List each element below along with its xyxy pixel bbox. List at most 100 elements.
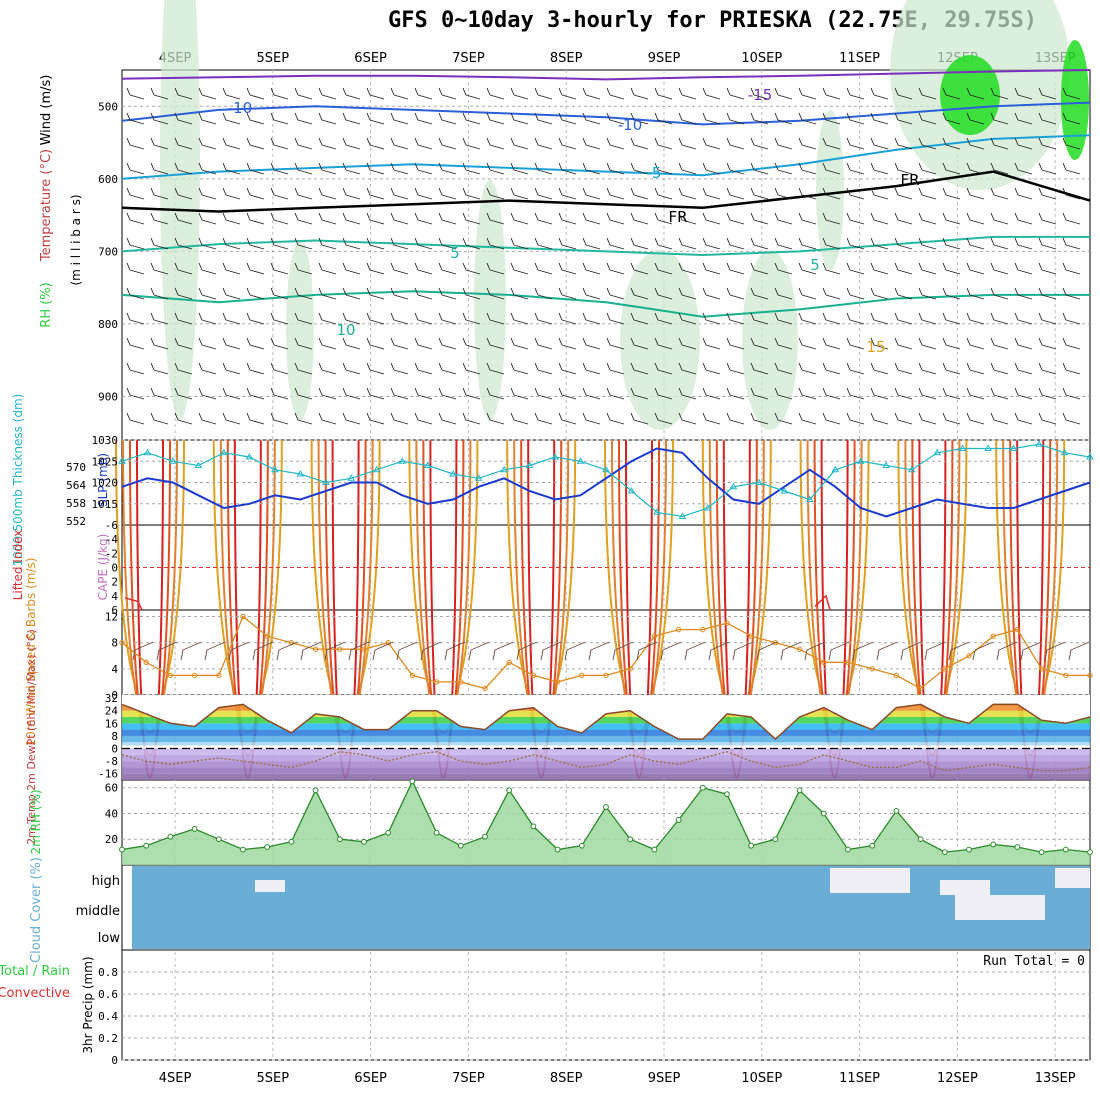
wind-barb (822, 237, 841, 250)
wind-barb (126, 137, 145, 150)
wind10-point (651, 633, 658, 639)
wind-barb (390, 162, 409, 175)
wind-barb (390, 312, 409, 325)
slp-ytick-label: 1025 (92, 455, 119, 468)
temp-color-band (122, 773, 1090, 780)
temp-color-band (122, 748, 1090, 755)
wind-barb (678, 112, 697, 125)
wind10-point (1014, 626, 1021, 633)
wind-barb (462, 87, 481, 100)
wind-barb (750, 287, 769, 300)
wind-barb (654, 262, 673, 275)
wind-barb (1014, 212, 1033, 225)
wind-barb (822, 262, 841, 275)
wind-barb (318, 262, 337, 275)
wind-barb (126, 162, 145, 175)
precip-ytick-label: 0.2 (98, 1032, 118, 1045)
wind-barb (318, 312, 337, 325)
wind-barb (246, 87, 265, 100)
wind-barb (126, 287, 145, 300)
slp-ytick-label: 1030 (92, 434, 119, 447)
wind-barb (414, 387, 433, 400)
wind-barb (702, 137, 721, 150)
wind-barb (342, 387, 361, 400)
wind-barb (894, 387, 913, 400)
wind-barb (198, 187, 217, 200)
wind-barb (246, 337, 265, 350)
wind10-point (337, 646, 343, 652)
rh-point (675, 817, 682, 823)
wind-barb (966, 137, 985, 150)
wind-barb (606, 362, 625, 375)
wind-barb (990, 387, 1009, 400)
rh-point (288, 838, 295, 845)
wind-barb (534, 287, 553, 300)
wind-barb (390, 287, 409, 300)
temp-color-band (122, 745, 1090, 749)
wind-barb (390, 212, 409, 225)
wind10-barb (132, 641, 154, 661)
wind-barb (606, 337, 625, 350)
wind-barb (150, 162, 169, 175)
precip-ytick-label: 0.4 (98, 1010, 118, 1023)
isotherm-line (121, 69, 1091, 81)
thickness-point (347, 474, 356, 481)
wind-barb (198, 212, 217, 225)
wind-barb (750, 262, 769, 275)
ylabel-wind10: 10m Wind Speed & Barbs (m/s) (24, 558, 38, 747)
wind-barb (1014, 362, 1033, 375)
temp-mask (122, 695, 1090, 740)
wind-barb (822, 387, 841, 400)
thickness-point (933, 448, 942, 456)
wind-barb (366, 237, 385, 250)
wind-barb (270, 87, 289, 100)
wind-barb (390, 137, 409, 150)
wind-barb (966, 187, 985, 200)
wind-barb (390, 337, 409, 350)
wind-barb (870, 412, 889, 425)
wind-barb (750, 187, 769, 200)
wind-barb (534, 312, 553, 325)
wind-barb (318, 287, 337, 300)
temp-ytick-label: 0 (111, 743, 118, 756)
wind-barb (342, 212, 361, 225)
date-label-bottom: 5SEP (257, 1071, 290, 1086)
wind-barb (222, 362, 241, 375)
temp-color-band (122, 717, 1090, 724)
wind-barb (582, 262, 601, 275)
wind-barb (630, 212, 649, 225)
thickness-point (805, 495, 814, 502)
wind-barb (798, 162, 817, 175)
wind-barb (870, 262, 889, 275)
wind-barb (438, 212, 457, 225)
wind-barb (270, 187, 289, 200)
wind-barb (366, 387, 385, 400)
wind10-point (409, 672, 416, 679)
wind-barb (510, 212, 529, 225)
wind10-point (748, 633, 754, 639)
rh-point (724, 791, 730, 798)
rh-point (990, 841, 997, 848)
wind10-barb (1044, 641, 1066, 661)
wind10-point (264, 633, 270, 639)
date-label-top: 11SEP (839, 51, 880, 66)
wind-barb (150, 262, 169, 275)
wind-barb (558, 262, 577, 275)
wind-barb (558, 137, 577, 150)
wind-barb (1014, 162, 1033, 175)
wind-barb (990, 337, 1009, 350)
wind-barb (294, 162, 313, 175)
wind-barb (558, 187, 577, 200)
wind-barb (942, 187, 961, 200)
wind-barb (870, 287, 889, 300)
wind-barb (870, 87, 889, 100)
wind10-barb (468, 641, 490, 661)
wind-barb (342, 337, 361, 350)
wind-barb (126, 262, 145, 275)
wind-barb (1038, 287, 1057, 300)
wind-barb (174, 412, 193, 425)
ylabel-temp2m: 2m Temp 2m DewPt (6hr Min/Max) (°C) (25, 629, 38, 845)
wind-barb (294, 237, 313, 250)
wind-barb (294, 412, 313, 425)
wind-barb (270, 412, 289, 425)
